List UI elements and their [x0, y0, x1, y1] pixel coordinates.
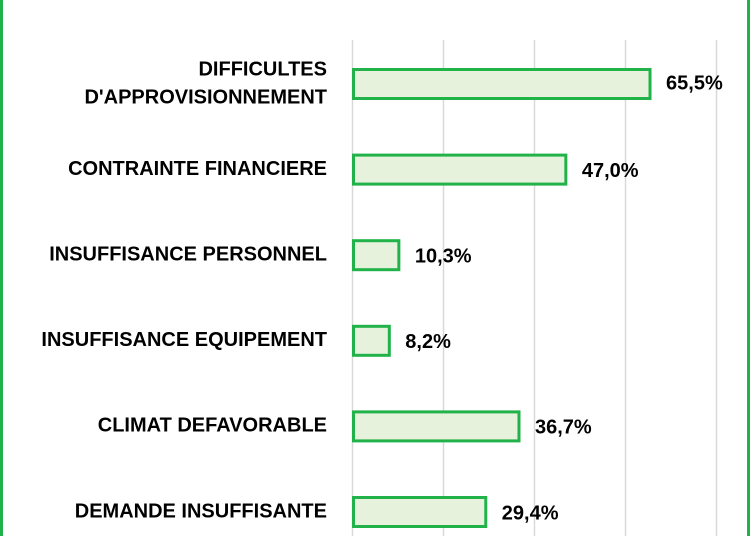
bar-2	[352, 239, 401, 272]
bar-1	[352, 153, 568, 186]
category-label-4: CLIMAT DEFAVORABLE	[98, 415, 327, 437]
bar-0	[352, 68, 652, 100]
category-label-3: INSUFFISANCE EQUIPEMENT	[41, 329, 327, 351]
value-label-3: 8,2%	[405, 331, 451, 353]
category-label-0-line-1: D'APPROVISIONNEMENT	[84, 86, 327, 108]
value-label-4: 36,7%	[535, 417, 592, 439]
category-label-0-line-0: DIFFICULTES	[198, 58, 327, 80]
category-label-5: DEMANDE INSUFFISANTE	[75, 500, 327, 522]
bar-5	[352, 496, 488, 528]
bar-3	[352, 324, 391, 357]
value-label-0: 65,5%	[666, 72, 723, 94]
value-label-2: 10,3%	[415, 245, 472, 267]
value-label-1: 47,0%	[582, 160, 639, 182]
bar-4	[352, 410, 521, 443]
value-label-5: 29,4%	[502, 502, 559, 524]
category-label-2: INSUFFISANCE PERSONNEL	[49, 243, 327, 265]
category-label-1: CONTRAINTE FINANCIERE	[68, 158, 327, 180]
